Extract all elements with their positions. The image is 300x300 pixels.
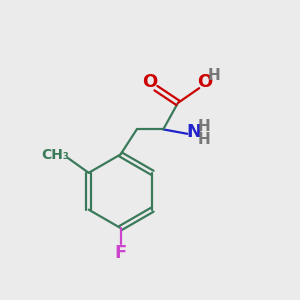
Text: H: H	[197, 132, 210, 147]
Text: O: O	[142, 73, 157, 91]
Text: H: H	[208, 68, 221, 83]
Text: H: H	[197, 119, 210, 134]
Text: F: F	[114, 244, 127, 262]
Text: O: O	[197, 73, 212, 91]
Text: N: N	[186, 123, 201, 141]
Text: CH₃: CH₃	[41, 148, 69, 162]
